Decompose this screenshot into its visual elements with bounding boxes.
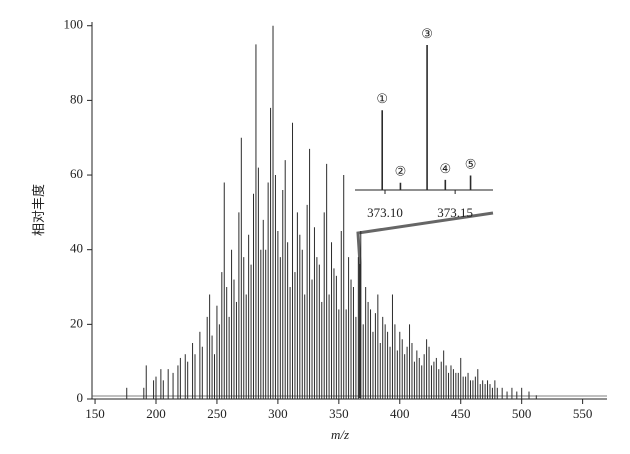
- x-tick-label: 450: [451, 406, 471, 421]
- x-tick-label: 200: [146, 406, 166, 421]
- x-tick-label: 550: [573, 406, 593, 421]
- peak-label: ④: [439, 161, 451, 176]
- x-tick-label: 500: [512, 406, 532, 421]
- y-tick-label: 80: [70, 91, 83, 106]
- x-tick-label: 350: [329, 406, 349, 421]
- peak-label: ⑤: [465, 156, 477, 171]
- y-tick-label: 60: [70, 166, 83, 181]
- x-tick-label: 300: [268, 406, 288, 421]
- peak-label: ①: [376, 91, 388, 106]
- x-tick-label: 250: [207, 406, 227, 421]
- y-tick-label: 0: [77, 390, 84, 405]
- peak-label: ②: [395, 164, 407, 179]
- y-axis-label: 相对丰度: [31, 184, 46, 236]
- x-tick-label: 150: [85, 406, 105, 421]
- y-tick-label: 40: [70, 241, 83, 256]
- x-tick-label: 400: [390, 406, 410, 421]
- y-tick-label: 20: [70, 315, 83, 330]
- x-tick-label: 373.15: [437, 205, 473, 220]
- y-tick-label: 100: [64, 17, 84, 32]
- peak-label: ③: [421, 26, 433, 41]
- zoom-connector: [356, 211, 494, 265]
- x-tick-label: 373.10: [367, 205, 403, 220]
- x-axis-label: m/z: [331, 427, 349, 442]
